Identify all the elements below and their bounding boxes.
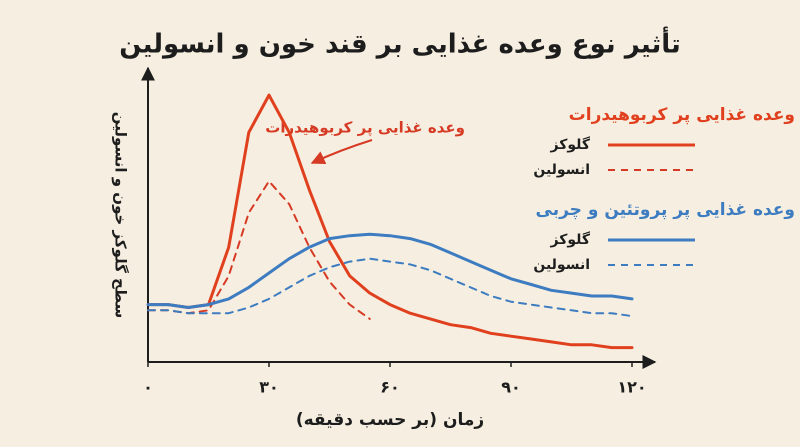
line [146, 232, 634, 309]
chart-title: تأثیر نوع وعده غذایی بر قند خون و انسولی… [119, 27, 681, 60]
x-tick-label: ۳۰ [259, 378, 279, 397]
legend-label: انسولین [533, 257, 590, 273]
legend-title: وعده غذایی پر کربوهیدرات [569, 105, 795, 125]
annotation-arrow [310, 139, 373, 165]
line [147, 180, 371, 320]
legend-label: انسولین [533, 162, 590, 178]
x-tick-label: ۶۰ [380, 378, 400, 397]
x-tick-label: ۹۰ [501, 378, 521, 397]
legend-title: وعده غذایی پر پروتئین و چربی [536, 200, 796, 220]
annotation: وعده غذایی پر کربوهیدرات [265, 119, 465, 138]
legend-label: گلوکز [550, 231, 591, 248]
y-axis-label: سطح گلوکز خون و انسولین [112, 112, 130, 318]
legend-label: گلوکز [550, 136, 591, 153]
x-tick-label: ۰ [143, 378, 153, 397]
line [147, 257, 633, 318]
line [146, 93, 634, 350]
x-tick-label: ۱۲۰ [617, 378, 646, 397]
x-axis-label: زمان (بر حسب دقیقه) [296, 410, 484, 430]
